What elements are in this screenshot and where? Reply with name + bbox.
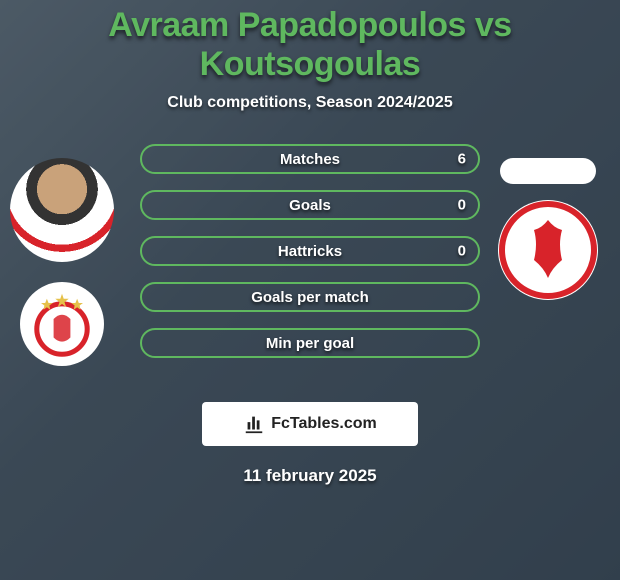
bar-chart-icon [243, 413, 265, 435]
player-photo-right-placeholder [500, 158, 596, 184]
stat-bar-hattricks: Hattricks 0 [140, 236, 480, 266]
stat-bars: Matches 6 Goals 0 Hattricks 0 Goals per … [140, 144, 480, 374]
watermark: FcTables.com [202, 402, 418, 446]
opponent-crest-icon [498, 200, 598, 300]
club-crest-left [20, 282, 104, 366]
club-crest-right [498, 200, 598, 300]
stat-right-value: 0 [458, 243, 466, 260]
stat-bar-matches: Matches 6 [140, 144, 480, 174]
stat-label: Min per goal [266, 335, 354, 352]
comparison-stage: Matches 6 Goals 0 Hattricks 0 Goals per … [0, 134, 620, 394]
player-photo-left [10, 158, 114, 262]
watermark-text: FcTables.com [271, 415, 377, 433]
stat-label: Goals [289, 197, 331, 214]
olympiacos-crest-icon [20, 282, 104, 366]
stat-bar-goals-per-match: Goals per match [140, 282, 480, 312]
stat-bar-min-per-goal: Min per goal [140, 328, 480, 358]
stat-right-value: 0 [458, 197, 466, 214]
right-column [478, 134, 618, 394]
page-title: Avraam Papadopoulos vs Koutsogoulas [0, 6, 620, 84]
subtitle: Club competitions, Season 2024/2025 [0, 94, 620, 112]
stat-label: Hattricks [278, 243, 342, 260]
stat-label: Goals per match [251, 289, 369, 306]
left-column [2, 134, 142, 394]
content: Avraam Papadopoulos vs Koutsogoulas Club… [0, 0, 620, 486]
date-text: 11 february 2025 [0, 466, 620, 486]
stat-label: Matches [280, 151, 340, 168]
stat-bar-goals: Goals 0 [140, 190, 480, 220]
stat-right-value: 6 [458, 151, 466, 168]
